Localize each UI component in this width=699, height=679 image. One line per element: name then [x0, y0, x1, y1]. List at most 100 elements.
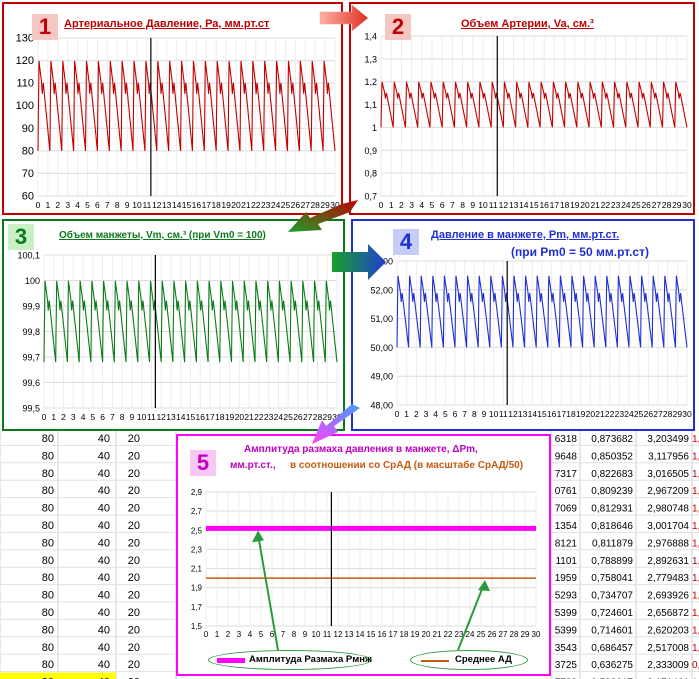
- sheet-cell: 1,: [692, 521, 699, 532]
- y-tick-label: 1,7: [191, 603, 203, 612]
- x-tick-label: 30: [682, 409, 692, 419]
- y-tick-label: 52,00: [370, 285, 393, 295]
- annotation-arrowhead: [478, 580, 490, 592]
- sheet-cell: 3,016505: [647, 469, 689, 480]
- x-tick-label: 25: [631, 200, 641, 210]
- sheet-cell: 7317: [555, 469, 578, 480]
- y-tick-label: 1,2: [364, 77, 377, 87]
- x-tick-label: 13: [166, 412, 176, 422]
- sheet-cell: 2,171461: [647, 678, 689, 679]
- x-tick-label: 3: [424, 409, 429, 419]
- series-line: [43, 280, 338, 363]
- x-tick-label: 27: [652, 200, 662, 210]
- y-tick-label: 1: [372, 123, 377, 133]
- sheet-cell: 2,656872: [647, 608, 689, 619]
- x-tick-label: 25: [281, 200, 291, 210]
- chart-artery-volume-plot: 1,41,31,21,110,90,80,70 1 2 3 4 5 6 7 8 9 10 11 12 13…: [364, 32, 692, 211]
- chart-title: Амплитуда размаха давления в манжете, ΔP…: [244, 444, 478, 455]
- x-tick-label: 5: [430, 200, 435, 210]
- sheet-cell: 40: [98, 485, 110, 497]
- sheet-cell: 20: [128, 572, 140, 584]
- chart-cuff-pressure: 53,00 52,00 51,00 50,00 49,00 48,00 0 1 2 3 4 5 6 7 8 9…: [351, 219, 695, 431]
- chart-artery-volume: 1,4 1,3 1,2 1,1 1 0,9 0,8 0,7 0 1 2 3 4 5 6 7 8 9 10 11 12 13…: [349, 2, 695, 215]
- x-tick-label: 28: [510, 630, 519, 639]
- x-tick-label: 22: [254, 412, 264, 422]
- sheet-cell: 40: [98, 677, 110, 679]
- x-tick-label: 27: [301, 200, 311, 210]
- annotation-arrowhead: [252, 530, 264, 543]
- sheet-cell: 20: [128, 450, 140, 462]
- x-tick-label: 7: [105, 200, 110, 210]
- y-tick-label: 99,6: [22, 378, 40, 388]
- sheet-cell: 0,686457: [591, 643, 633, 654]
- y-tick-label: 100,1: [17, 251, 40, 261]
- x-tick-label: 27: [653, 409, 663, 419]
- x-tick-label: 3: [409, 200, 414, 210]
- x-tick-label: 29: [521, 630, 530, 639]
- sheet-cell: 20: [128, 642, 140, 654]
- y-tick-label: 0,8: [364, 169, 377, 179]
- sheet-cell: 5293: [555, 591, 578, 602]
- sheet-cell: 20: [128, 607, 140, 619]
- x-tick-label: 9: [470, 200, 475, 210]
- badge-5: 5: [190, 450, 216, 476]
- y-tick-label: 0,7: [364, 192, 377, 202]
- x-tick-label: 11: [147, 412, 156, 422]
- x-tick-label: 15: [367, 630, 376, 639]
- y-tick-label: 100: [25, 276, 40, 286]
- legend-mean-pressure: Среднее АД: [410, 650, 528, 670]
- x-tick-label: 0: [204, 630, 209, 639]
- sheet-cell: 2,517008: [647, 643, 689, 654]
- y-tick-label: 90: [22, 123, 34, 135]
- sheet-cell: 3,001704: [647, 521, 689, 532]
- y-tick-label: 50,00: [370, 343, 393, 353]
- x-tick-label: 9: [125, 200, 130, 210]
- sheet-cell: 2,976888: [647, 538, 689, 549]
- sheet-cell: 0,811879: [592, 538, 633, 549]
- x-tick-label: 27: [303, 412, 313, 422]
- sheet-cell: 80: [42, 520, 54, 532]
- x-tick-label: 8: [460, 200, 465, 210]
- sheet-cell: 1,: [692, 573, 699, 584]
- x-tick-label: 20: [580, 200, 590, 210]
- x-tick-label: 7: [110, 412, 115, 422]
- x-tick-label: 28: [310, 200, 320, 210]
- sheet-cell: 80: [42, 624, 54, 636]
- x-tick-label: 25: [283, 412, 293, 422]
- y-tick-label: 80: [22, 145, 34, 157]
- x-tick-label: 30: [532, 630, 541, 639]
- x-tick-label: 14: [519, 200, 529, 210]
- x-tick-label: 17: [205, 412, 215, 422]
- y-tick-label: 99,7: [22, 353, 40, 363]
- x-tick-label: 21: [241, 200, 251, 210]
- sheet-cell: 0,822683: [591, 469, 633, 480]
- sheet-cell: 1101: [555, 556, 577, 567]
- x-tick-label: 11: [323, 630, 332, 639]
- x-tick-label: 18: [560, 200, 570, 210]
- x-tick-label: 19: [570, 200, 580, 210]
- x-tick-label: 5: [90, 412, 95, 422]
- x-tick-label: 25: [477, 630, 486, 639]
- x-tick-label: 29: [322, 412, 332, 422]
- x-tick-label: 2: [61, 412, 66, 422]
- badge-4: 4: [393, 229, 419, 255]
- series-line: [380, 81, 688, 128]
- sheet-cell: 0,818646: [591, 521, 633, 532]
- sheet-cell: 3,117956: [648, 451, 689, 462]
- sheet-cell: 80: [42, 503, 54, 515]
- x-tick-label: 9: [482, 409, 487, 419]
- sheet-cell: 1,: [692, 556, 699, 567]
- x-tick-label: 26: [293, 412, 303, 422]
- x-tick-label: 23: [615, 409, 625, 419]
- sheet-cell: 80: [42, 659, 54, 671]
- x-tick-label: 23: [261, 200, 271, 210]
- legend-amplitude: Амплитуда Размаха Рмнж: [208, 650, 372, 670]
- x-tick-label: 3: [65, 200, 70, 210]
- x-tick-label: 14: [176, 412, 186, 422]
- sheet-cell: 1,: [692, 625, 699, 636]
- x-tick-label: 1: [389, 200, 394, 210]
- chart-title: Артериальное Давление, Ра, мм.рт.ст: [64, 18, 270, 30]
- sheet-cell: 1,: [692, 434, 699, 445]
- x-tick-label: 26: [291, 200, 301, 210]
- sheet-cell: 80: [42, 537, 54, 549]
